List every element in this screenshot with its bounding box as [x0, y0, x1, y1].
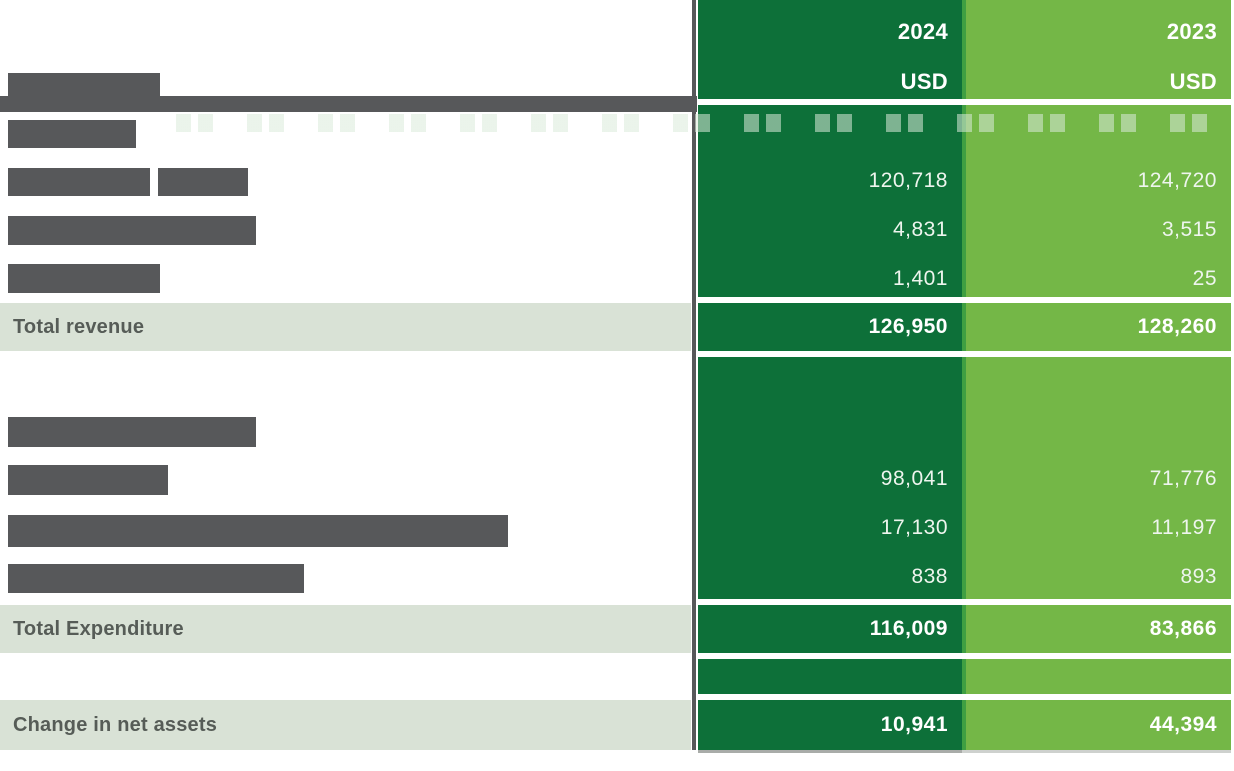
cell-total-revenue-2024: 126,950	[868, 315, 948, 338]
total-expenditure-label: Total Expenditure	[13, 617, 184, 640]
redacted-revenue-row2-label-block	[8, 216, 256, 245]
section-divider-bar	[0, 96, 697, 112]
redacted-revenue-row3-label-block	[8, 264, 160, 293]
column-header-currency-2023: USD	[1169, 69, 1217, 94]
cell-expenditure-row2-2023: 11,197	[1151, 516, 1217, 539]
redacted-expenditure-row3-label-block	[8, 564, 304, 593]
total-expenditure-segment	[698, 605, 1231, 653]
redacted-expenditure-heading-block	[8, 417, 256, 447]
redacted-expenditure-row2-label-block	[8, 515, 508, 547]
revenue-rows-segment	[698, 105, 1231, 297]
total-revenue-band: Total revenue	[0, 303, 691, 351]
total-expenditure-band: Total Expenditure	[0, 605, 691, 653]
cell-expenditure-row1-2024: 98,041	[880, 467, 948, 490]
change-in-net-assets-segment	[698, 700, 1231, 750]
spacer-segment	[698, 659, 1231, 694]
labels-values-divider-line	[692, 0, 696, 750]
columns-header-segment	[698, 0, 1231, 99]
redacted-revenue-heading-block	[8, 120, 136, 148]
change-in-net-assets-label: Change in net assets	[13, 713, 218, 736]
cell-expenditure-row1-2023: 71,776	[1149, 467, 1217, 490]
redacted-revenue-row1-label-block	[158, 168, 248, 196]
cell-revenue-row3-2024: 1,401	[892, 267, 948, 290]
cell-expenditure-row3-2024: 838	[911, 565, 948, 588]
column-header-year-2023: 2023	[1166, 19, 1217, 44]
change-in-net-assets-band: Change in net assets	[0, 700, 691, 750]
cell-revenue-row3-2023: 25	[1192, 267, 1217, 290]
column-header-year-2024: 2024	[897, 19, 948, 44]
cell-total-expenditure-2023: 83,866	[1149, 617, 1217, 640]
cell-expenditure-row3-2023: 893	[1180, 565, 1217, 588]
redaction-ghost-artifacts	[176, 114, 1225, 132]
cell-revenue-row2-2024: 4,831	[892, 218, 948, 241]
cell-total-expenditure-2024: 116,009	[869, 617, 948, 640]
redacted-statement-title-block	[8, 73, 160, 99]
total-revenue-segment	[698, 303, 1231, 351]
cell-revenue-row1-2024: 120,718	[868, 169, 948, 192]
cell-change-in-net-assets-2024: 10,941	[880, 713, 948, 736]
table-bottom-hairline	[698, 750, 1231, 753]
cell-expenditure-row2-2024: 17,130	[880, 516, 948, 539]
total-revenue-label: Total revenue	[13, 315, 145, 338]
redacted-revenue-row1-label-block	[8, 168, 150, 196]
column-header-currency-2024: USD	[900, 69, 948, 94]
expenditure-rows-segment	[698, 357, 1231, 599]
cell-revenue-row1-2023: 124,720	[1137, 169, 1217, 192]
cell-total-revenue-2023: 128,260	[1137, 315, 1217, 338]
cell-revenue-row2-2023: 3,515	[1161, 218, 1217, 241]
cell-change-in-net-assets-2023: 44,394	[1149, 713, 1217, 736]
redacted-expenditure-row1-label-block	[8, 465, 168, 495]
